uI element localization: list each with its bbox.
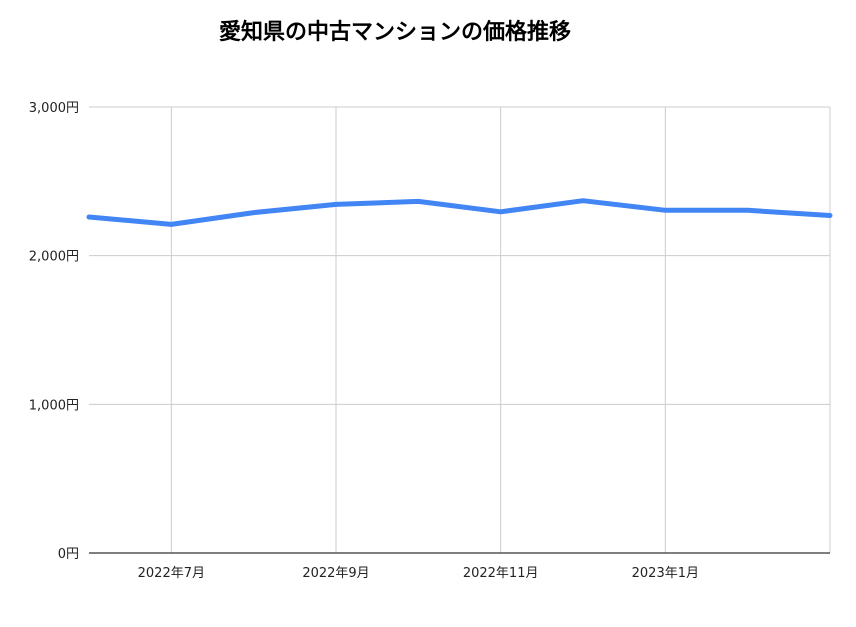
x-tick-label: 2022年7月 xyxy=(138,566,205,581)
chart-title: 愛知県の中古マンションの価格推移 xyxy=(218,20,571,45)
y-tick-label: 3,000円 xyxy=(29,101,79,116)
x-tick-label: 2022年11月 xyxy=(463,566,539,581)
gridlines xyxy=(89,106,831,553)
series-line xyxy=(86,198,833,227)
tick-labels: 0円 1,000円 2,000円 3,000円 2022年7月 2022年9月 2022年1… xyxy=(29,101,699,581)
series xyxy=(86,198,833,227)
x-tick-label: 2022年9月 xyxy=(302,566,369,581)
y-tick-label: 2,000円 xyxy=(29,250,79,265)
y-tick-label: 1,000円 xyxy=(29,398,79,413)
x-tick-label: 2023年1月 xyxy=(632,566,699,581)
y-tick-label: 0円 xyxy=(58,547,79,562)
